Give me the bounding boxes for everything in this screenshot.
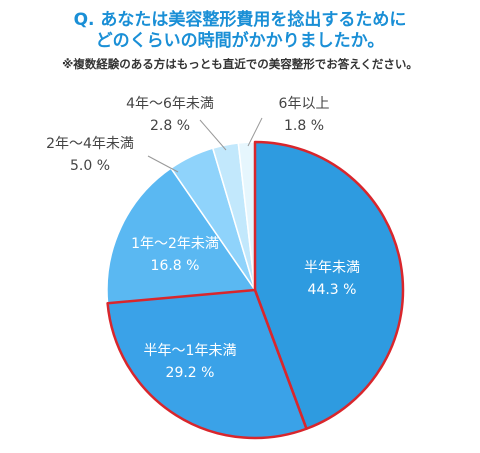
question-line-1: Q. あなたは美容整形費用を捻出するために (73, 10, 407, 30)
slice-label-1: 半年未満 (304, 260, 360, 276)
slice-value-3: 16.8 % (151, 258, 200, 274)
slice-value-5: 2.8 % (150, 118, 190, 134)
question-line-2: どのくらいの時間がかかりましたか。 (95, 31, 385, 51)
callout-line-5 (199, 119, 227, 151)
slice-label-5: 4年～6年未満 (126, 96, 214, 112)
callout-line-4 (147, 155, 179, 173)
slice-label-4: 2年～4年未満 (46, 136, 134, 152)
slice-value-2: 29.2 % (166, 365, 215, 381)
pie-slice-3 (106, 167, 257, 305)
slice-value-1: 44.3 % (308, 282, 357, 298)
callout-line-6 (247, 117, 263, 147)
slice-label-6: 6年以上 (279, 96, 330, 112)
pie-slice-highlight-1 (253, 140, 405, 430)
pie-slice-highlight-2 (106, 288, 308, 440)
slice-label-2: 半年～1年未満 (144, 343, 237, 359)
slice-value-6: 1.8 % (284, 118, 324, 134)
slice-label-3: 1年～2年未満 (131, 236, 219, 252)
slice-value-4: 5.0 % (70, 158, 110, 174)
chart-title-block: Q. あなたは美容整形費用を捻出するために どのくらいの時間がかかりましたか。 … (0, 10, 480, 72)
footnote: ※複数経験のある方はもっとも直近での美容整形でお答えください。 (62, 57, 418, 71)
